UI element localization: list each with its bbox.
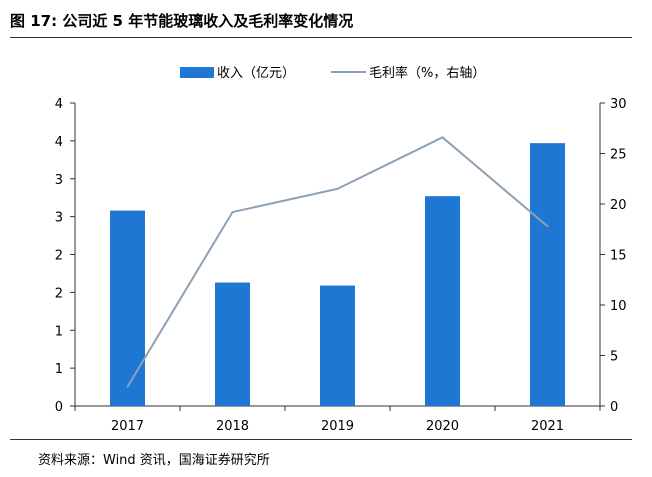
left-axis-tick-label: 2 xyxy=(55,286,63,301)
margin-point-2021 xyxy=(546,225,549,228)
left-axis: 0 1 1 2 2 3 3 4 4 xyxy=(55,97,76,415)
left-axis-tick-label: 3 xyxy=(55,173,63,188)
right-axis-tick-label: 5 xyxy=(610,350,618,365)
source-note: 资料来源：Wind 资讯，国海证券研究所 xyxy=(38,453,270,468)
left-axis-tick-label: 1 xyxy=(55,362,63,377)
source-divider xyxy=(10,439,632,440)
right-axis: 0 5 10 15 20 25 30 xyxy=(599,97,627,415)
line-series xyxy=(126,136,549,388)
bar-2018 xyxy=(215,282,250,406)
left-axis-tick-label: 3 xyxy=(55,211,63,226)
bar-2017 xyxy=(110,210,145,406)
right-axis-tick-label: 25 xyxy=(610,148,627,163)
bar-series xyxy=(110,143,565,406)
margin-point-2017 xyxy=(126,385,129,388)
x-axis-tick-label: 2017 xyxy=(111,419,144,434)
bar-2021 xyxy=(530,143,565,406)
margin-point-2019 xyxy=(336,187,339,190)
legend-label-revenue: 收入（亿元） xyxy=(217,66,295,81)
x-axis-tick-label: 2018 xyxy=(216,419,249,434)
right-axis-tick-label: 0 xyxy=(610,400,618,415)
margin-point-2018 xyxy=(231,211,234,214)
left-axis-tick-label: 4 xyxy=(55,135,63,150)
title-divider xyxy=(10,37,632,38)
right-axis-tick-label: 30 xyxy=(610,97,627,112)
bar-2020 xyxy=(425,196,460,406)
margin-point-2020 xyxy=(441,136,444,139)
left-axis-tick-label: 0 xyxy=(55,400,63,415)
left-axis-tick-label: 4 xyxy=(55,97,63,112)
right-axis-tick-label: 10 xyxy=(610,299,627,314)
x-axis-tick-label: 2020 xyxy=(426,419,459,434)
legend: 收入（亿元） 毛利率（%，右轴） xyxy=(180,65,485,81)
legend-swatch-revenue xyxy=(180,67,214,78)
left-axis-tick-label: 2 xyxy=(55,249,63,264)
figure-title: 图 17: 公司近 5 年节能玻璃收入及毛利率变化情况 xyxy=(10,12,354,30)
right-axis-tick-label: 20 xyxy=(610,198,627,213)
x-axis-tick-label: 2021 xyxy=(531,419,564,434)
bar-2019 xyxy=(320,285,355,406)
left-axis-tick-label: 1 xyxy=(55,324,63,339)
x-axis-tick-label: 2019 xyxy=(321,419,354,434)
legend-label-margin: 毛利率（%，右轴） xyxy=(369,65,485,81)
x-axis: 2017 2018 2019 2020 2021 xyxy=(74,405,601,434)
right-axis-tick-label: 15 xyxy=(610,249,627,264)
